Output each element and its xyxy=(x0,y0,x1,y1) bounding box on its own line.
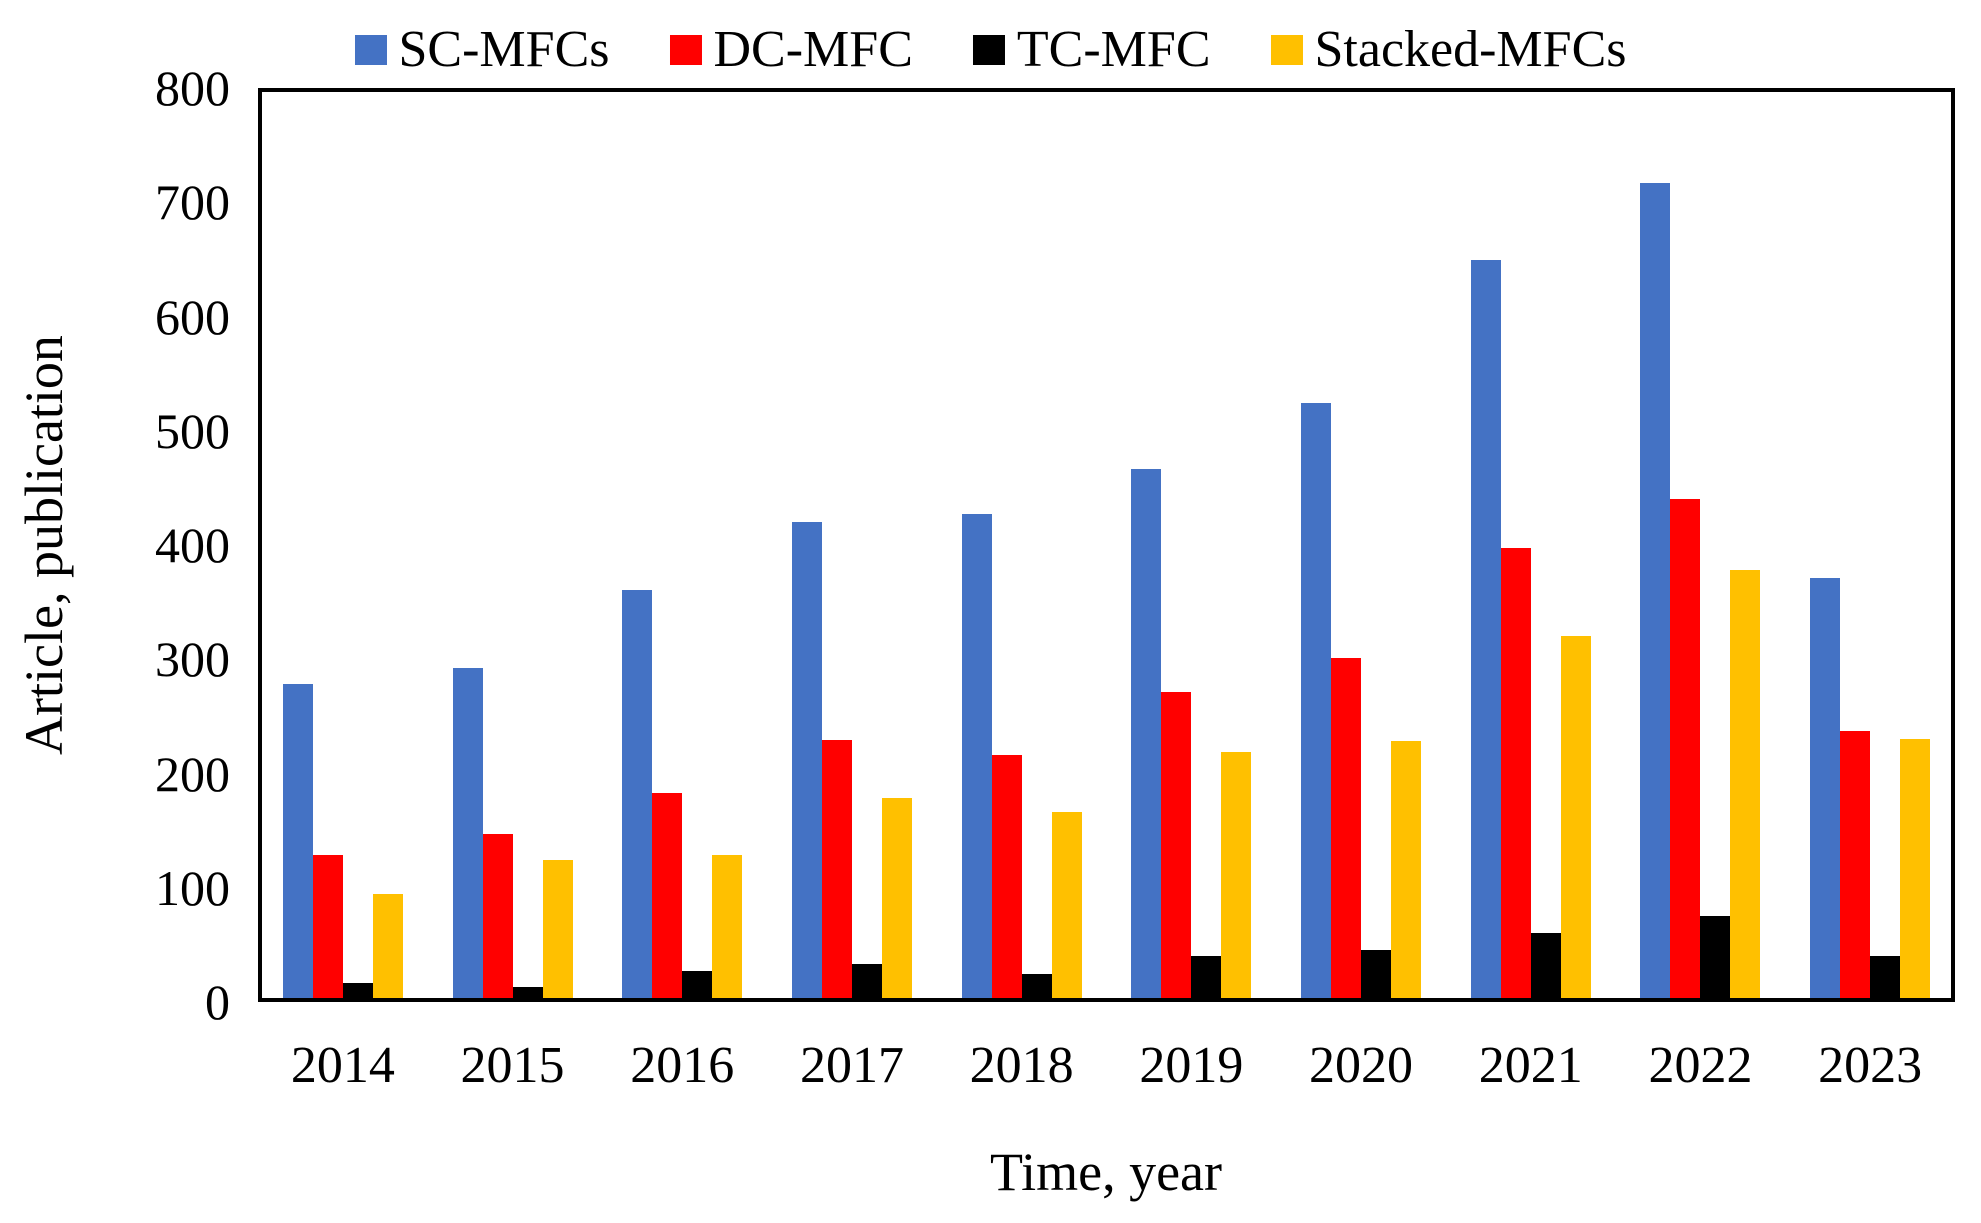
legend-label: DC-MFC xyxy=(713,21,913,78)
x-tick-label: 2023 xyxy=(1818,1037,1923,1094)
bar-2023-stacked-mfcs xyxy=(1900,739,1931,998)
x-tick-label: 2021 xyxy=(1478,1037,1583,1094)
bar-2017-stacked-mfcs xyxy=(881,798,912,998)
y-tick-label: 700 xyxy=(155,174,230,231)
x-tick-label: 2022 xyxy=(1648,1037,1753,1094)
x-tick-label: 2015 xyxy=(460,1037,565,1094)
bar-2015-sc-mfcs xyxy=(452,668,483,998)
bar-2018-stacked-mfcs xyxy=(1051,812,1082,998)
bar-2017-dc-mfc xyxy=(821,740,852,998)
bar-2021-stacked-mfcs xyxy=(1560,636,1591,998)
legend-label: Stacked-MFCs xyxy=(1314,21,1627,78)
legend-label: TC-MFC xyxy=(1016,21,1211,78)
legend-swatch-icon xyxy=(972,35,1005,65)
x-tick-label: 2016 xyxy=(630,1037,735,1094)
bar-2019-dc-mfc xyxy=(1161,692,1192,998)
bar-2018-dc-mfc xyxy=(991,755,1022,998)
y-tick-label: 100 xyxy=(155,859,230,916)
x-tick-label: 2014 xyxy=(290,1037,395,1094)
bar-2022-stacked-mfcs xyxy=(1730,570,1761,998)
bar-2020-stacked-mfcs xyxy=(1391,741,1422,998)
y-tick-label: 400 xyxy=(155,517,230,573)
bar-2018-tc-mfc xyxy=(1021,974,1052,998)
plot-area xyxy=(258,88,1955,1002)
bar-2023-tc-mfc xyxy=(1870,956,1901,998)
legend-item-sc-mfcs: SC-MFCs xyxy=(354,24,609,76)
bar-2020-sc-mfcs xyxy=(1301,403,1332,998)
y-tick-label: 0 xyxy=(205,974,230,1030)
y-axis-title: Article, publication xyxy=(14,335,74,755)
bar-2018-sc-mfcs xyxy=(961,514,992,998)
legend-swatch-icon xyxy=(1270,35,1303,65)
bar-2020-dc-mfc xyxy=(1331,658,1362,998)
bar-2016-tc-mfc xyxy=(682,971,713,998)
x-tick-label: 2017 xyxy=(799,1037,904,1094)
x-axis-title: Time, year xyxy=(990,1142,1222,1202)
x-tick-label: 2020 xyxy=(1309,1037,1414,1094)
legend-item-dc-mfc: DC-MFC xyxy=(669,21,913,78)
bar-2020-tc-mfc xyxy=(1361,950,1392,998)
bar-2015-dc-mfc xyxy=(482,834,513,998)
legend-swatch-icon xyxy=(354,35,387,65)
bar-2016-sc-mfcs xyxy=(622,590,653,998)
legend-label: SC-MFCs xyxy=(398,21,610,78)
bar-2023-sc-mfcs xyxy=(1810,578,1841,998)
y-tick-label: 500 xyxy=(155,402,230,459)
y-tick-label: 800 xyxy=(155,60,230,116)
bar-2014-stacked-mfcs xyxy=(372,894,403,998)
bar-2016-dc-mfc xyxy=(652,793,683,998)
bar-2015-tc-mfc xyxy=(512,987,543,998)
bar-2016-stacked-mfcs xyxy=(712,855,743,998)
bar-2021-tc-mfc xyxy=(1530,933,1561,998)
y-tick-label: 600 xyxy=(155,288,230,345)
bar-2014-tc-mfc xyxy=(342,983,373,998)
bar-2021-dc-mfc xyxy=(1500,548,1531,998)
y-tick-label: 300 xyxy=(155,631,230,688)
bar-2017-tc-mfc xyxy=(851,964,882,998)
legend: SC-MFCs DC-MFC TC-MFC Stacked-MFCs xyxy=(354,21,1627,78)
bar-2014-sc-mfcs xyxy=(282,684,313,998)
bar-2017-sc-mfcs xyxy=(791,522,822,998)
bar-2015-stacked-mfcs xyxy=(542,860,573,998)
bar-2019-sc-mfcs xyxy=(1131,469,1162,998)
legend-swatch-icon xyxy=(669,35,702,65)
bar-2021-sc-mfcs xyxy=(1470,260,1501,998)
bar-2022-sc-mfcs xyxy=(1640,183,1671,998)
legend-item-tc-mfc: TC-MFC xyxy=(972,21,1211,78)
x-tick-label: 2019 xyxy=(1139,1037,1244,1094)
bar-2022-dc-mfc xyxy=(1670,499,1701,998)
bar-2022-tc-mfc xyxy=(1700,916,1731,998)
bar-2014-dc-mfc xyxy=(312,855,343,998)
legend-item-stacked-mfcs: Stacked-MFCs xyxy=(1270,21,1627,78)
y-tick-label: 200 xyxy=(155,745,230,802)
bar-2023-dc-mfc xyxy=(1840,731,1871,998)
x-tick-label: 2018 xyxy=(969,1037,1074,1094)
bar-2019-stacked-mfcs xyxy=(1221,752,1252,998)
bar-2019-tc-mfc xyxy=(1191,956,1222,998)
